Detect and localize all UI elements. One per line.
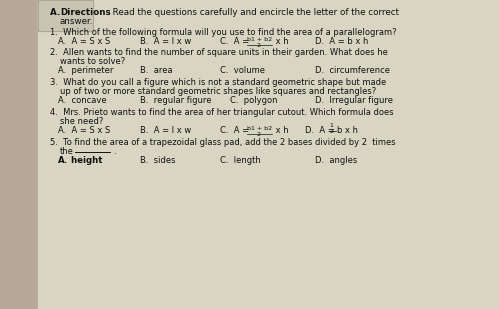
Text: 2: 2 [330,129,334,134]
Text: : Read the questions carefully and encircle the letter of the correct: : Read the questions carefully and encir… [107,8,399,17]
Text: 1: 1 [329,123,333,128]
Text: B.  area: B. area [140,66,173,75]
Text: C.  length: C. length [220,156,261,165]
Text: x h: x h [273,37,288,46]
Text: wants to solve?: wants to solve? [60,57,125,66]
Text: D.  A =: D. A = [305,126,337,135]
Text: the: the [60,147,74,156]
Text: A.  perimeter: A. perimeter [58,66,113,75]
Text: A.: A. [58,156,68,165]
Text: A.  A = S x S: A. A = S x S [58,37,110,46]
Text: D.  angles: D. angles [315,156,357,165]
Text: 2: 2 [257,132,261,137]
Text: C.  A =: C. A = [220,126,252,135]
Text: D.  A = b x h: D. A = b x h [315,37,368,46]
Text: x h: x h [273,126,288,135]
Text: 1.  Which of the following formula will you use to find the area of a parallelog: 1. Which of the following formula will y… [50,28,397,37]
Text: up of two or more standard geometric shapes like squares and rectangles?: up of two or more standard geometric sha… [60,87,376,96]
Text: height: height [68,156,102,165]
Bar [38,0,93,31]
Text: b x h: b x h [337,126,358,135]
Text: B.  regular figure: B. regular figure [140,96,212,105]
Text: 5.  To find the area of a trapezoidal glass pad, add the 2 bases divided by 2  t: 5. To find the area of a trapezoidal gla… [50,138,396,147]
Text: answer.: answer. [60,17,93,26]
Text: A.  concave: A. concave [58,96,107,105]
Text: A.  A = S x S: A. A = S x S [58,126,110,135]
Text: B.  sides: B. sides [140,156,176,165]
Text: .: . [113,147,116,156]
Text: 2.  Allen wants to find the number of square units in their garden. What does he: 2. Allen wants to find the number of squ… [50,48,388,57]
Bar [0,0,38,309]
Bar [38,0,93,31]
Text: B.  A = l x w: B. A = l x w [140,126,191,135]
Text: b1 + b2: b1 + b2 [247,37,272,42]
Text: C.  polygon: C. polygon [230,96,277,105]
Text: 3.  What do you call a figure which is not a standard geometric shape but made: 3. What do you call a figure which is no… [50,78,386,87]
Text: Directions: Directions [60,8,111,17]
Text: she need?: she need? [60,117,103,126]
Text: 2: 2 [257,43,261,48]
Text: b1 + b2: b1 + b2 [247,126,272,131]
Text: D.  circumference: D. circumference [315,66,390,75]
Text: B.  A = l x w: B. A = l x w [140,37,191,46]
Text: C.  A =: C. A = [220,37,252,46]
Text: D.  Irregular figure: D. Irregular figure [315,96,393,105]
Text: A.: A. [50,8,63,17]
Text: C.  volume: C. volume [220,66,265,75]
Text: 4.  Mrs. Prieto wants to find the area of her triangular cutout. Which formula d: 4. Mrs. Prieto wants to find the area of… [50,108,394,117]
